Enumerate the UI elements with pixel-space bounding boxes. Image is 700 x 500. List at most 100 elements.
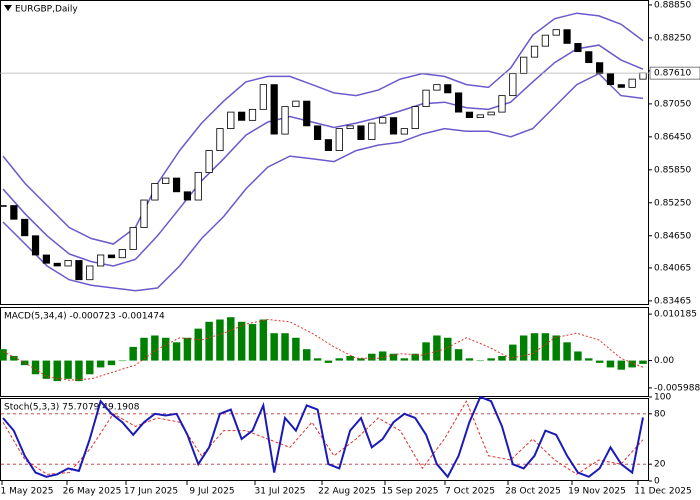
- x-tick-label: 9 Jul 2025: [189, 487, 234, 497]
- macd-bar: [129, 346, 137, 361]
- chart-title: EURGBP,Daily: [15, 5, 78, 15]
- macd-bar: [487, 358, 495, 361]
- macd-bar: [96, 360, 105, 368]
- y-tick-label: 0.84650: [654, 231, 691, 241]
- macd-bar: [10, 356, 18, 361]
- candle: [530, 45, 539, 58]
- candle: [628, 78, 636, 88]
- candle: [335, 128, 343, 151]
- macd-bar: [324, 360, 333, 363]
- macd-bar: [585, 358, 593, 361]
- y-tick-label: 0.87050: [654, 99, 691, 109]
- candle: [129, 227, 137, 250]
- candle: [205, 150, 213, 173]
- y-tick-label: 100: [654, 393, 671, 403]
- candle: [498, 95, 506, 113]
- macd-bar: [302, 349, 311, 361]
- candle: [520, 56, 528, 75]
- macd-bar: [617, 360, 626, 370]
- candle: [433, 84, 441, 91]
- x-tick-label: 17 Jun 2025: [124, 487, 178, 497]
- candle: [357, 125, 365, 140]
- x-tick-label: 19 Nov 2025: [568, 487, 626, 497]
- macd-bar: [281, 333, 289, 361]
- macd-bar: [454, 349, 463, 361]
- y-tick-label: 0.00: [654, 356, 674, 366]
- stoch-main: [2, 395, 644, 479]
- macd-bar: [357, 358, 365, 361]
- macd-bar: [422, 342, 430, 361]
- candle: [476, 114, 484, 119]
- candle: [454, 92, 463, 113]
- macd-bar: [595, 360, 604, 363]
- x-tick-label: 28 Oct 2025: [505, 487, 561, 497]
- candle: [303, 100, 311, 127]
- candle: [75, 260, 83, 281]
- candle: [183, 191, 192, 201]
- indicator-title: MACD(5,34,4) -0.000723 -0.001474: [4, 312, 165, 322]
- candle: [162, 177, 170, 184]
- candle: [42, 254, 50, 264]
- candle: [259, 84, 267, 110]
- x-tick-label: 26 May 2025: [63, 487, 122, 497]
- y-tick-label: 0.86450: [654, 132, 691, 142]
- candle: [313, 125, 322, 140]
- candle: [64, 260, 72, 267]
- macd-bar: [433, 335, 441, 361]
- candle: [639, 72, 647, 80]
- macd-bar: [292, 337, 300, 361]
- macd-bar: [216, 319, 224, 361]
- last-price-box: [649, 66, 700, 80]
- macd-bar: [498, 356, 506, 361]
- title-icon: [4, 5, 12, 11]
- x-tick-label: 31 Jul 2025: [255, 487, 306, 497]
- candle: [31, 235, 40, 256]
- macd-bar: [389, 353, 398, 361]
- candle: [53, 262, 61, 267]
- macd-bar: [64, 360, 72, 379]
- indicator-title: Stoch(5,3,3) 75.7079 49.1908: [4, 403, 140, 413]
- macd-bar: [42, 360, 51, 379]
- macd-bar: [151, 335, 159, 361]
- x-tick-label: 11 Dec 2025: [634, 487, 692, 497]
- candle: [617, 84, 625, 88]
- y-tick-label: 0.88250: [654, 33, 691, 43]
- macd-bar: [335, 358, 344, 361]
- bollinger-band: [2, 12, 644, 245]
- macd-bar: [509, 344, 517, 361]
- macd-bar: [411, 353, 419, 361]
- y-tick-label: 0.84065: [654, 263, 691, 273]
- stoch-frame: [0, 398, 649, 481]
- candle: [606, 73, 615, 86]
- macd-bar: [107, 360, 116, 366]
- candle: [389, 117, 398, 135]
- macd-bar: [552, 335, 560, 361]
- macd-bar: [194, 328, 202, 361]
- y-tick-label: 0: [654, 477, 660, 487]
- macd-bar: [172, 342, 181, 361]
- candle: [118, 249, 126, 259]
- candle: [541, 34, 549, 47]
- last-price-label: 0.87610: [654, 69, 691, 79]
- macd-bar: [606, 360, 615, 368]
- y-tick-label: 80: [654, 409, 666, 419]
- candle: [400, 128, 408, 135]
- candle: [324, 139, 333, 151]
- macd-bar: [205, 321, 213, 361]
- candle: [227, 111, 235, 129]
- candle: [86, 265, 94, 281]
- macd-bar: [574, 351, 582, 361]
- candle: [248, 108, 257, 121]
- macd-bar: [31, 360, 40, 375]
- candle: [552, 29, 560, 36]
- x-tick-label: 15 Sep 2025: [381, 487, 438, 497]
- macd-bar: [346, 356, 354, 361]
- candle: [465, 111, 474, 119]
- candle: [368, 122, 376, 140]
- macd-bar: [444, 337, 452, 361]
- macd-bar: [639, 360, 647, 364]
- candle: [563, 29, 571, 44]
- macd-bar: [378, 351, 387, 361]
- y-tick-label: 0.85850: [654, 165, 691, 175]
